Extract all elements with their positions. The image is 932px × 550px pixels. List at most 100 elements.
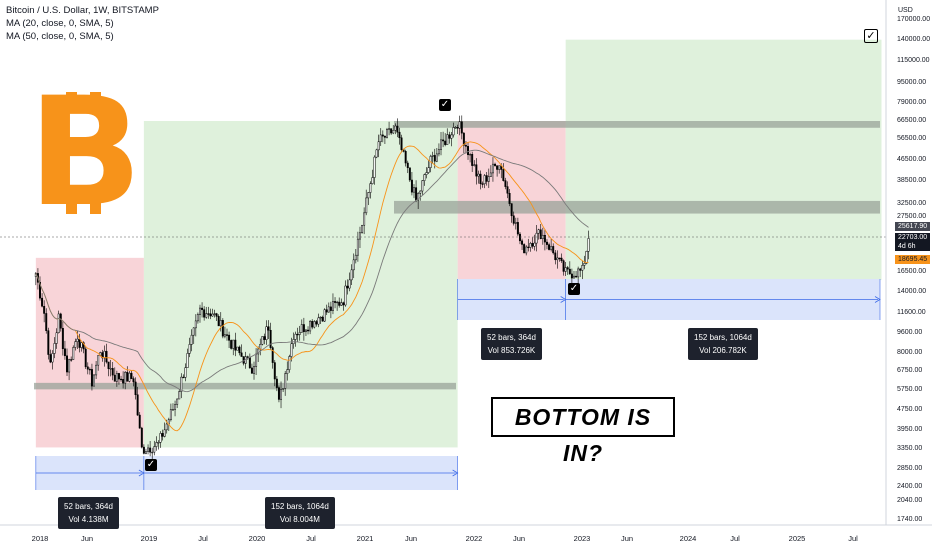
candle-body[interactable] — [51, 353, 54, 363]
candle-body[interactable] — [136, 394, 139, 416]
candle-body[interactable] — [356, 238, 359, 256]
candle-body[interactable] — [307, 329, 310, 332]
candle-body[interactable] — [70, 359, 73, 361]
candle-body[interactable] — [423, 174, 426, 181]
candle-body[interactable] — [481, 183, 484, 185]
candle-body[interactable] — [311, 321, 314, 328]
candle-body[interactable] — [194, 320, 197, 329]
candle-body[interactable] — [180, 376, 183, 392]
candle-body[interactable] — [240, 352, 243, 357]
candle-body[interactable] — [400, 137, 403, 150]
checkbox-icon[interactable]: ✓ — [864, 29, 878, 43]
candle-body[interactable] — [458, 121, 461, 129]
candle-body[interactable] — [315, 321, 318, 325]
candle-body[interactable] — [543, 235, 546, 243]
candle-body[interactable] — [587, 238, 590, 252]
candle-body[interactable] — [340, 302, 343, 306]
candle-body[interactable] — [396, 125, 399, 133]
candle-body[interactable] — [388, 128, 391, 130]
candle-body[interactable] — [325, 309, 328, 313]
candle-body[interactable] — [404, 151, 407, 164]
candle-body[interactable] — [327, 306, 330, 313]
candle-body[interactable] — [298, 332, 301, 335]
candle-body[interactable] — [431, 155, 434, 157]
candle-body[interactable] — [66, 355, 68, 373]
candle-body[interactable] — [529, 243, 532, 248]
candle-body[interactable] — [373, 156, 376, 178]
candle-body[interactable] — [101, 352, 104, 359]
candle-body[interactable] — [192, 327, 195, 336]
candle-body[interactable] — [442, 139, 445, 142]
candle-body[interactable] — [263, 336, 266, 340]
candle-body[interactable] — [518, 233, 521, 242]
candle-body[interactable] — [196, 314, 199, 322]
candle-body[interactable] — [516, 222, 519, 235]
candle-body[interactable] — [132, 378, 135, 383]
candle-body[interactable] — [82, 342, 85, 350]
candle-body[interactable] — [223, 334, 226, 337]
candle-body[interactable] — [113, 374, 116, 382]
candle-body[interactable] — [446, 134, 449, 145]
candle-body[interactable] — [331, 301, 334, 311]
candle-body[interactable] — [144, 451, 147, 454]
candle-body[interactable] — [550, 246, 553, 250]
candle-body[interactable] — [261, 336, 264, 345]
candle-body[interactable] — [504, 180, 507, 187]
candle-body[interactable] — [57, 313, 60, 334]
candle-body[interactable] — [142, 446, 145, 454]
candle-body[interactable] — [41, 297, 44, 307]
candle-body[interactable] — [90, 369, 93, 387]
candle-body[interactable] — [363, 212, 366, 226]
candle-body[interactable] — [533, 242, 536, 247]
candle-body[interactable] — [392, 130, 395, 134]
candle-body[interactable] — [358, 232, 361, 240]
candle-body[interactable] — [379, 134, 382, 143]
candle-body[interactable] — [238, 346, 241, 354]
candle-body[interactable] — [130, 372, 133, 379]
candle-body[interactable] — [165, 423, 168, 431]
candle-body[interactable] — [182, 376, 185, 379]
candle-body[interactable] — [342, 302, 345, 306]
candle-body[interactable] — [171, 409, 174, 411]
candle-body[interactable] — [348, 279, 351, 289]
candle-body[interactable] — [49, 354, 52, 363]
candle-body[interactable] — [190, 334, 193, 345]
candle-body[interactable] — [275, 378, 278, 388]
candle-body[interactable] — [556, 257, 559, 261]
candle-body[interactable] — [126, 371, 129, 382]
candle-body[interactable] — [558, 257, 561, 260]
candle-body[interactable] — [209, 313, 212, 317]
candle-body[interactable] — [440, 139, 442, 150]
candle-body[interactable] — [286, 369, 289, 374]
candle-body[interactable] — [138, 414, 141, 429]
candle-body[interactable] — [159, 433, 162, 443]
candle-body[interactable] — [88, 368, 91, 371]
candle-body[interactable] — [178, 391, 181, 400]
candle-body[interactable] — [219, 320, 222, 327]
candle-body[interactable] — [149, 447, 152, 453]
candle-body[interactable] — [523, 244, 526, 254]
candle-body[interactable] — [115, 373, 118, 382]
candle-body[interactable] — [462, 132, 465, 146]
candle-body[interactable] — [163, 429, 166, 437]
candle-body[interactable] — [300, 324, 303, 333]
candle-body[interactable] — [583, 263, 586, 266]
candle-body[interactable] — [508, 192, 511, 204]
candle-body[interactable] — [226, 334, 228, 336]
candle-body[interactable] — [496, 165, 499, 170]
candle-body[interactable] — [334, 301, 337, 303]
candle-body[interactable] — [105, 350, 108, 363]
sr-band[interactable] — [34, 382, 456, 390]
candle-body[interactable] — [575, 275, 578, 278]
candle-body[interactable] — [61, 328, 64, 349]
bear-zone[interactable] — [35, 257, 144, 448]
candle-body[interactable] — [338, 301, 341, 306]
candle-body[interactable] — [107, 361, 110, 369]
candle-body[interactable] — [437, 149, 440, 155]
candle-body[interactable] — [128, 372, 131, 382]
candle-body[interactable] — [539, 229, 542, 239]
candle-body[interactable] — [346, 285, 349, 289]
candle-body[interactable] — [487, 176, 490, 182]
candle-body[interactable] — [467, 146, 469, 156]
